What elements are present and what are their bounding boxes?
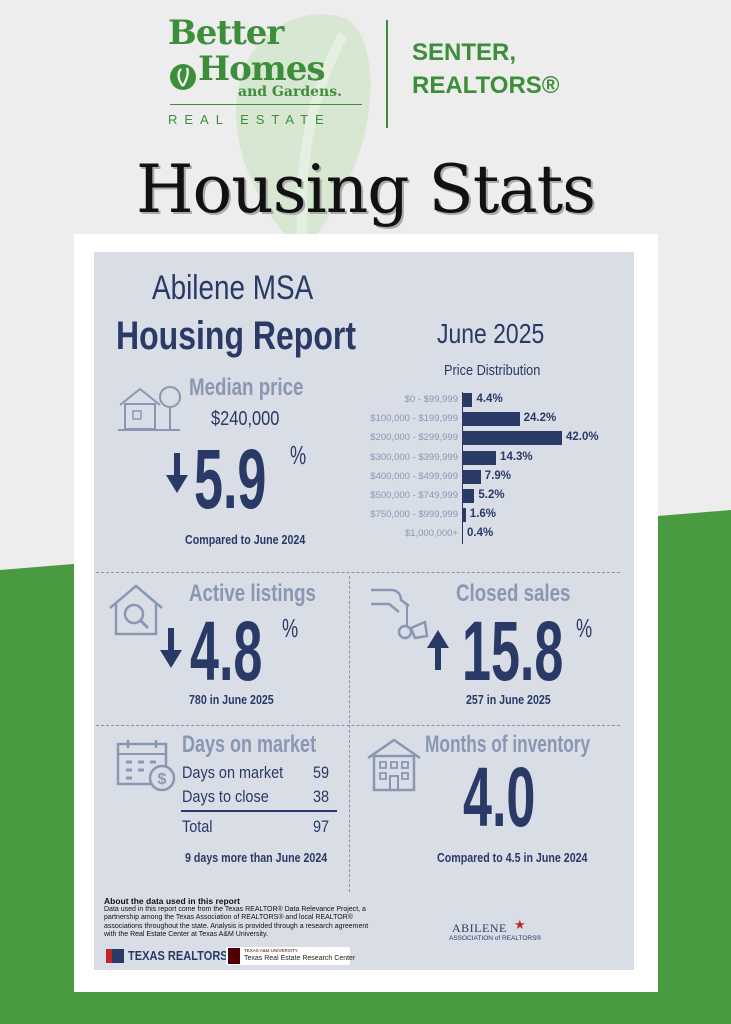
about-line-1: Data used in this report come from the T…: [104, 906, 366, 913]
days-to-close-row-label: Days to close: [182, 787, 269, 806]
active-listings-change: 4.8: [190, 604, 263, 698]
logo-leaf-icon: [170, 64, 196, 90]
chart-category-label: $100,000 - $199,999: [370, 413, 458, 425]
tamu-logo-icon: [228, 948, 240, 964]
chart-value-label: 14.3%: [500, 450, 533, 463]
active-listings-unit: %: [282, 613, 299, 643]
about-text: Data used in this report come from the T…: [104, 906, 434, 940]
arrow-down-icon: [166, 453, 188, 493]
chart-category-label: $1,000,000+: [404, 528, 458, 540]
calendar-dollar-icon: $: [116, 738, 178, 794]
page-title: Housing Stats: [136, 151, 596, 228]
agency-line-2: REALTORS®: [412, 72, 560, 99]
report-period: June 2025: [437, 318, 545, 349]
about-line-2: partnership among the Texas Association …: [104, 914, 353, 922]
chart-value-label: 5.2%: [478, 489, 505, 501]
chart-value-label: 1.6%: [469, 508, 497, 521]
svg-text:$: $: [158, 771, 167, 788]
chart-value-label: 42.0%: [566, 431, 599, 444]
logo-underline: [170, 104, 362, 105]
divider-vertical: [349, 576, 350, 892]
arrow-down-icon: [160, 628, 182, 668]
about-line-3: associations throughout the state. Analy…: [104, 922, 369, 930]
tamu-small-text: TEXAS A&M UNIVERSITY: [244, 948, 298, 953]
divider-horizontal-2: [96, 725, 620, 726]
building-icon: [366, 738, 422, 794]
chart-value-label: 7.9%: [484, 469, 512, 482]
chart-bar: [462, 489, 475, 503]
chart-bar: [462, 469, 481, 484]
chart-category-label: $500,000 - $749,999: [370, 490, 458, 501]
report-region: Abilene MSA: [152, 269, 314, 307]
house-search-icon: [106, 582, 166, 638]
about-line-4: with the Real Estate Center at Texas A&M…: [104, 931, 268, 939]
total-rule: [181, 810, 337, 812]
report-panel: [94, 252, 634, 970]
days-to-close-row-value: 38: [313, 787, 330, 806]
chart-category-label: $300,000 - $399,999: [370, 451, 458, 463]
median-price-label: Median price: [189, 374, 304, 401]
arrow-up-icon: [427, 630, 449, 670]
chart-axis: [462, 392, 463, 544]
median-price-note: Compared to June 2024: [185, 532, 306, 547]
median-price-change: 5.9: [194, 432, 267, 526]
hand-key-icon: [369, 582, 431, 648]
chart-bar: [462, 431, 562, 446]
chart-title: Price Distribution: [444, 362, 541, 379]
months-inventory-label: Months of inventory: [425, 731, 591, 758]
active-listings-label: Active listings: [189, 580, 316, 607]
agency-line-1: SENTER,: [412, 39, 517, 66]
agency-name: SENTER, REALTORS®: [412, 36, 559, 102]
median-price-value: $240,000: [211, 408, 280, 430]
chart-category-label: $750,000 - $999,999: [370, 509, 458, 521]
chart-category-label: $0 - $99,999: [404, 394, 458, 405]
abilene-logo-line-1: ABILENE: [452, 921, 507, 935]
texas-realtors-logo: TEXAS REALTORS: [128, 948, 228, 963]
logo-line-2: Homes: [198, 49, 326, 89]
logo-subtitle: REAL ESTATE: [168, 112, 331, 127]
chart-bar: [462, 508, 466, 523]
days-on-market-row-value: 59: [313, 763, 330, 782]
logo-divider: [386, 20, 388, 128]
active-listings-note: 780 in June 2025: [189, 692, 274, 707]
logo-line-3: and Gardens.: [238, 84, 342, 100]
total-label: Total: [182, 817, 213, 836]
closed-sales-unit: %: [576, 613, 593, 643]
tamu-logo: TEXAS A&M UNIVERSITY Texas Real Estate R…: [226, 947, 355, 965]
closed-sales-note: 257 in June 2025: [466, 692, 551, 707]
months-inventory-note: Compared to 4.5 in June 2024: [437, 850, 588, 865]
about-heading: About the data used in this report: [104, 896, 241, 906]
chart-bar: [462, 412, 520, 427]
report-name: Housing Report: [116, 314, 356, 358]
leaf-watermark-icon: [236, 14, 371, 255]
days-on-market-note: 9 days more than June 2024: [185, 850, 328, 865]
tamu-center-text: Texas Real Estate Research Center: [244, 955, 356, 962]
house-tree-icon: [116, 383, 182, 433]
days-on-market-row-label: Days on market: [182, 763, 284, 782]
days-on-market-label: Days on market: [182, 731, 317, 758]
texas-realtors-logo-icon: [106, 949, 124, 963]
divider-horizontal-1: [96, 572, 620, 573]
chart-category-label: $200,000 - $299,999: [370, 432, 458, 444]
months-inventory-value: 4.0: [463, 750, 536, 844]
logo-line-1: Better: [168, 13, 284, 53]
median-price-unit: %: [290, 440, 307, 470]
brand-logo: Better Homes and Gardens.: [168, 16, 368, 131]
chart-value-label: 4.4%: [476, 393, 503, 405]
closed-sales-change: 15.8: [462, 604, 564, 698]
total-value: 97: [313, 817, 330, 836]
chart-value-label: 24.2%: [523, 412, 557, 425]
abilene-logo-line-2: ASSOCIATION of REALTORS®: [449, 935, 542, 942]
closed-sales-label: Closed sales: [456, 580, 571, 607]
chart-value-label: 0.4%: [467, 527, 494, 540]
star-icon: ★: [514, 917, 526, 932]
chart-bar: [462, 393, 473, 407]
chart-category-label: $400,000 - $499,999: [370, 470, 458, 482]
chart-bar: [462, 450, 497, 465]
